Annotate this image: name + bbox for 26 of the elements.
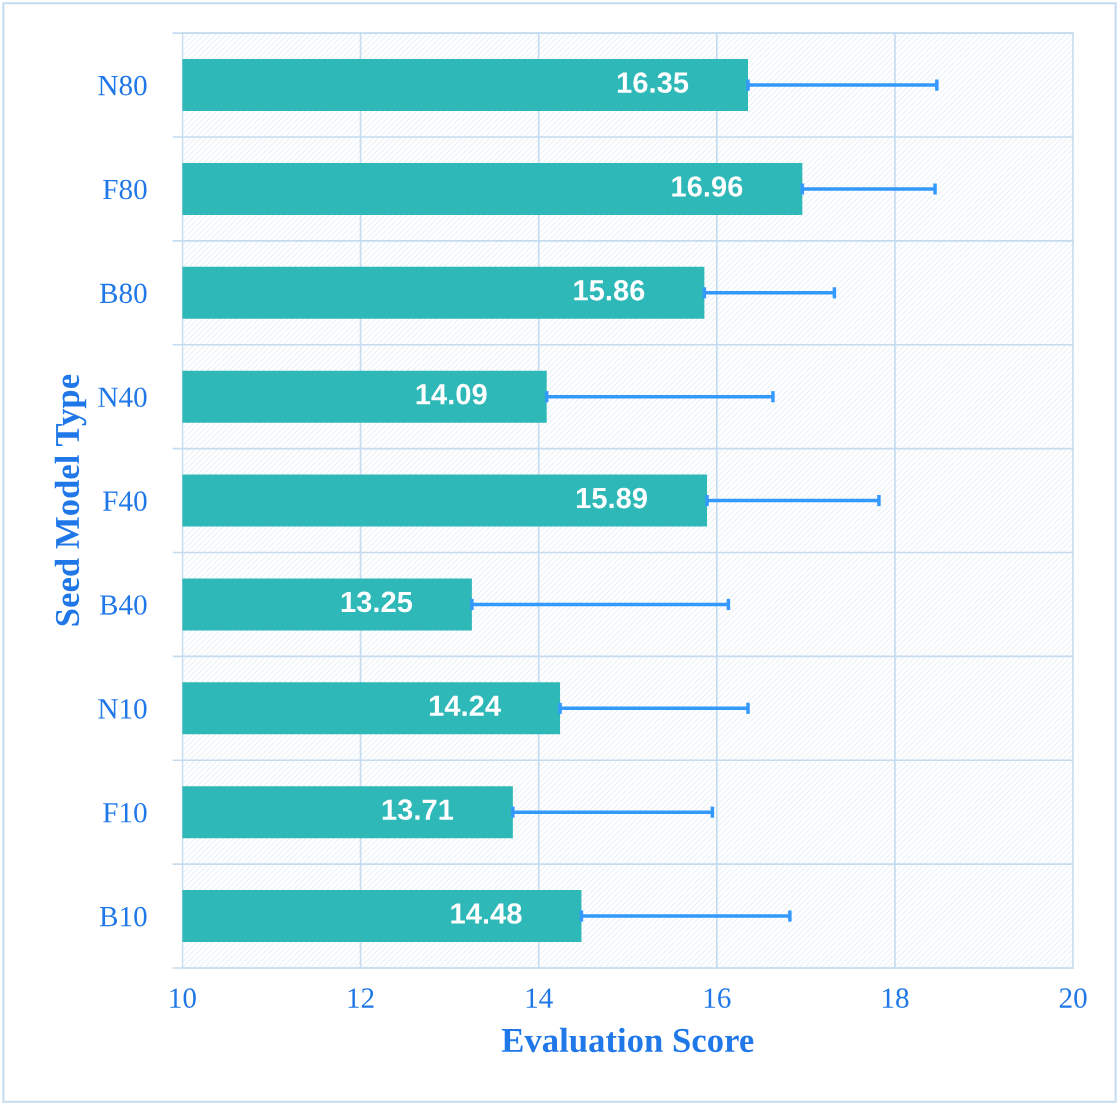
data-label: 14.09 — [416, 383, 487, 405]
data-label: 14.48 — [451, 903, 522, 924]
y-tick-label: N40 — [98, 387, 147, 408]
y-tick-label: F80 — [103, 179, 147, 200]
data-label: 15.86 — [574, 280, 645, 301]
x-tick-label: 20 — [1059, 988, 1087, 1008]
x-tick-label: 16 — [704, 988, 731, 1008]
data-label: 14.24 — [429, 695, 501, 716]
y-tick-label: F40 — [103, 491, 147, 511]
y-tick-label: N80 — [98, 75, 147, 96]
y-tick-label: B80 — [99, 283, 147, 304]
data-label: 15.89 — [576, 487, 647, 509]
data-label: 16.96 — [672, 176, 743, 197]
y-tick-label: N10 — [98, 699, 147, 719]
y-tick-label: F10 — [103, 802, 147, 823]
x-tick-label: 12 — [348, 988, 374, 1008]
x-axis-title: Evaluation Score — [501, 1027, 754, 1053]
data-label: 13.71 — [382, 799, 454, 821]
data-label: 13.25 — [341, 591, 413, 613]
y-axis-title: Seed Model Type — [54, 374, 87, 626]
y-tick-label: B40 — [99, 595, 147, 615]
y-tick-label: B10 — [99, 906, 147, 927]
x-tick-label: 10 — [170, 988, 196, 1008]
x-tick-label: 18 — [882, 988, 909, 1008]
x-tick-label: 14 — [526, 988, 553, 1008]
data-label: 16.35 — [617, 72, 689, 93]
